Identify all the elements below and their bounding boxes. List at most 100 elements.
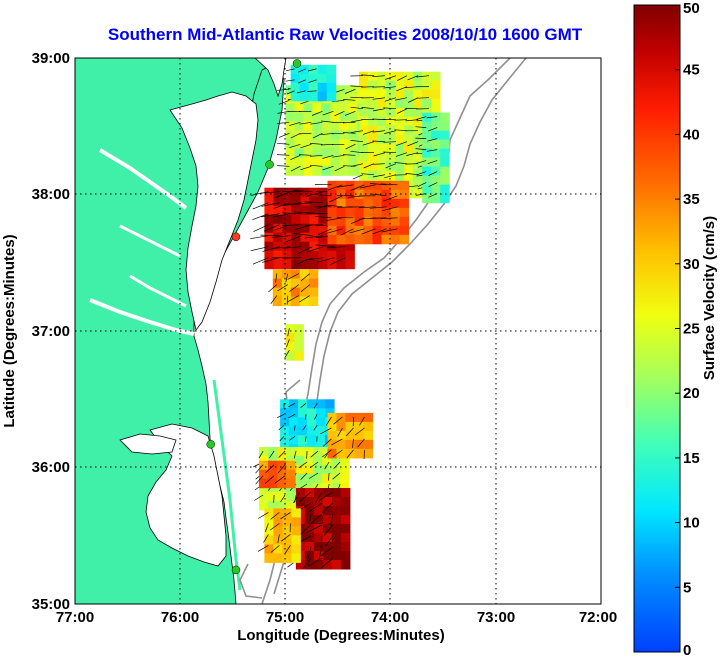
velocity-cell <box>345 234 355 245</box>
velocity-arrow <box>299 295 310 303</box>
velocity-arrow <box>317 228 332 236</box>
velocity-cell <box>390 207 400 218</box>
velocity-arrow <box>320 427 332 435</box>
velocity-cell <box>285 103 295 113</box>
velocity-arrow <box>320 546 334 557</box>
velocity-cell <box>299 82 310 93</box>
velocity-arrow <box>407 141 419 147</box>
velocity-cell <box>326 64 337 75</box>
velocity-cell <box>290 64 301 75</box>
velocity-arrow <box>255 475 264 485</box>
velocity-cell <box>313 542 324 552</box>
velocity-cell <box>291 508 301 518</box>
velocity-arrow <box>383 141 397 143</box>
velocity-arrow <box>312 132 323 139</box>
velocity-arrow <box>321 120 334 123</box>
velocity-arrow <box>362 130 375 135</box>
velocity-cell <box>298 408 308 418</box>
velocity-cell <box>300 241 310 252</box>
velocity-cell <box>317 64 328 75</box>
velocity-cell <box>282 526 292 536</box>
velocity-cell <box>322 488 333 498</box>
velocity-arrow <box>383 151 397 154</box>
velocity-cell <box>286 447 296 457</box>
velocity-cell <box>303 157 313 167</box>
velocity-arrow <box>313 403 318 409</box>
velocity-cell <box>372 207 382 218</box>
velocity-arrow <box>328 184 343 191</box>
velocity-cell <box>285 94 295 104</box>
velocity-arrow <box>250 191 269 196</box>
velocity-arrow <box>263 534 269 543</box>
velocity-cell <box>291 553 301 563</box>
velocity-cell <box>395 98 405 109</box>
velocity-cell <box>318 250 328 261</box>
velocity-cell <box>321 166 331 176</box>
velocity-cell <box>339 166 349 176</box>
velocity-cell <box>381 207 391 218</box>
velocity-cell <box>390 189 400 200</box>
velocity-cell <box>331 483 341 493</box>
velocity-cell <box>440 193 450 204</box>
y-tick-label: 38:00 <box>32 186 70 203</box>
velocity-arrow <box>428 182 438 187</box>
velocity-cell <box>312 103 322 113</box>
velocity-arrow <box>300 165 312 171</box>
velocity-arrow <box>268 284 278 293</box>
velocity-cell <box>300 187 310 198</box>
velocity-arrow <box>394 162 408 165</box>
velocity-arrow <box>300 273 311 282</box>
velocity-arrow <box>304 224 324 226</box>
velocity-cell <box>363 198 373 209</box>
velocity-arrow <box>304 257 324 261</box>
velocity-arrow <box>397 75 408 81</box>
velocity-cell <box>304 551 315 561</box>
velocity-cell <box>386 71 396 82</box>
velocity-cell <box>313 474 323 484</box>
velocity-arrow <box>278 425 285 430</box>
velocity-cell <box>440 112 450 123</box>
velocity-cell <box>304 524 315 534</box>
velocity-arrow <box>271 246 291 250</box>
velocity-cell <box>377 116 387 127</box>
velocity-arrow <box>332 99 345 103</box>
velocity-cell <box>272 278 283 289</box>
velocity-cell <box>282 223 292 234</box>
velocity-cell <box>340 456 350 466</box>
velocity-arrow <box>415 137 427 139</box>
velocity-arrow <box>269 523 280 531</box>
velocity-cell <box>354 439 364 450</box>
velocity-arrow <box>314 215 332 219</box>
velocity-cell <box>273 517 283 527</box>
velocity-cell <box>291 517 301 527</box>
plot-frame <box>74 57 602 605</box>
velocity-arrow <box>297 79 306 84</box>
velocity-cell <box>285 342 295 352</box>
velocity-cell <box>291 241 301 252</box>
velocity-cell <box>318 196 328 207</box>
velocity-cell <box>354 412 364 423</box>
velocity-cell <box>431 148 441 159</box>
velocity-arrow <box>285 68 295 72</box>
velocity-arrow <box>372 108 386 112</box>
velocity-arrow <box>405 86 419 89</box>
velocity-arrow <box>302 557 312 569</box>
velocity-cell <box>368 98 378 109</box>
velocity-cell <box>422 71 432 82</box>
velocity-arrow <box>396 86 408 92</box>
velocity-cell <box>331 533 342 543</box>
velocity-arrow <box>426 149 438 152</box>
velocity-arrow <box>302 425 307 431</box>
velocity-arrow <box>373 152 386 157</box>
velocity-cell <box>317 82 328 93</box>
velocity-arrow <box>296 257 313 265</box>
velocity-arrow <box>255 464 264 474</box>
velocity-cell <box>363 412 373 423</box>
velocity-arrow <box>369 183 387 186</box>
velocity-cell <box>295 474 305 484</box>
velocity-arrow <box>260 191 280 194</box>
velocity-cell <box>318 232 328 243</box>
velocity-cell <box>431 130 441 141</box>
velocity-arrow <box>308 502 323 513</box>
